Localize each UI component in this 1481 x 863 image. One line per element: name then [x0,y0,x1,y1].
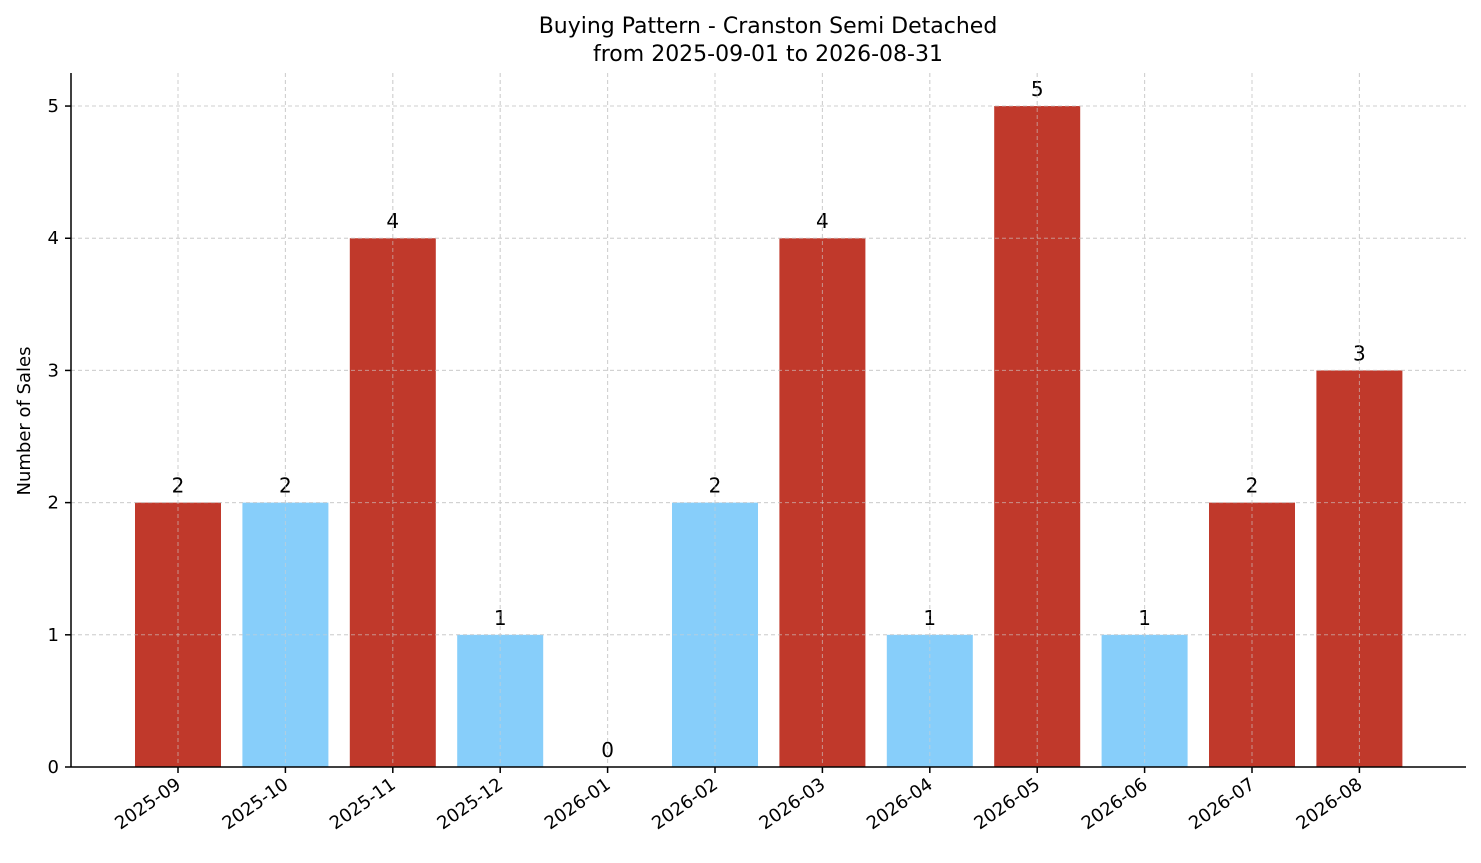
y-tick-label: 5 [48,96,59,117]
x-tick-label: 2026-05 [970,774,1044,834]
y-tick-label: 3 [48,360,59,381]
bar-value-label: 2 [279,474,292,498]
y-tick-label: 1 [48,625,59,646]
x-tick-label: 2026-06 [1078,774,1152,834]
bar-value-label: 2 [1246,474,1259,498]
x-tick-label: 2026-07 [1185,774,1259,834]
bar-value-label: 1 [1138,606,1151,630]
y-tick-label: 0 [48,757,59,778]
bar-value-label: 2 [172,474,185,498]
chart-subtitle: from 2025-09-01 to 2026-08-31 [593,42,943,67]
bar [994,106,1081,768]
x-tick-label: 2025-12 [433,774,507,834]
y-tick-label: 4 [48,228,59,249]
x-tick-label: 2025-09 [111,774,185,834]
x-tick-label: 2025-10 [219,774,293,834]
y-tick-label: 2 [48,493,59,514]
bar [1316,370,1403,767]
bar-value-label: 0 [601,738,614,762]
x-tick-label: 2026-08 [1293,774,1367,834]
bars-layer [135,106,1403,768]
x-tick-label: 2025-11 [326,774,400,834]
bar-value-label: 2 [709,474,722,498]
y-axis-label: Number of Sales [14,346,35,495]
x-tick-label: 2026-01 [541,774,615,834]
bar-value-label: 1 [923,606,936,630]
chart-title: Buying Pattern - Cranston Semi Detached [539,14,998,39]
x-tick-label: 2026-03 [756,774,830,834]
x-tick-label: 2026-04 [863,774,937,834]
x-tick-label: 2026-02 [648,774,722,834]
bar-value-label: 1 [494,606,507,630]
